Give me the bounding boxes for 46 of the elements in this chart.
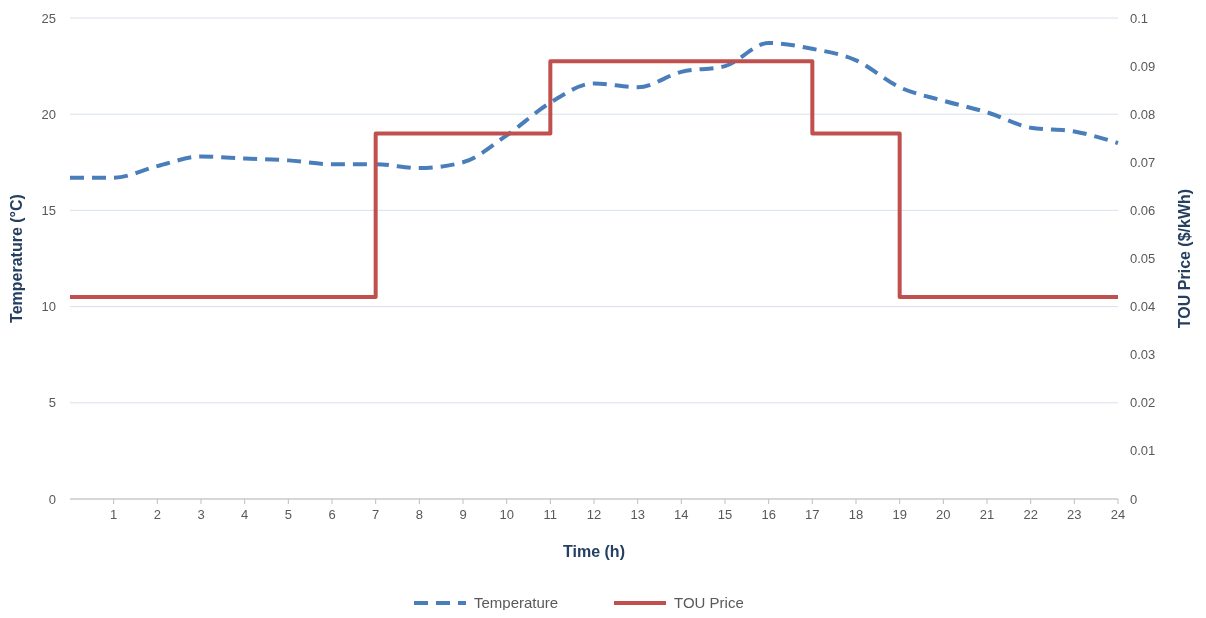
x-tick-label: 13 [630, 507, 645, 522]
legend-label: TOU Price [674, 594, 744, 611]
x-tick-label: 18 [848, 507, 864, 522]
y2-tick-label: 0 [1130, 491, 1138, 507]
x-tick-label: 15 [717, 507, 733, 522]
x-tick-label: 2 [153, 507, 161, 522]
y2-tick-label: 0.02 [1130, 395, 1156, 411]
x-tick-label: 3 [197, 507, 205, 522]
x-tick-label: 14 [674, 507, 689, 522]
y-tick-label: 5 [48, 395, 56, 411]
y2-tick-label: 0.08 [1130, 106, 1156, 122]
y-tick-label: 10 [41, 299, 56, 315]
x-axis-title: Time (h) [563, 543, 625, 560]
x-tick-label: 19 [892, 507, 907, 522]
y2-tick-label: 0.03 [1130, 347, 1156, 363]
x-tick-label: 22 [1023, 507, 1038, 522]
x-tick-label: 9 [459, 507, 467, 522]
x-tick-label: 1 [110, 507, 118, 522]
x-tick-label: 10 [499, 507, 514, 522]
x-tick-label: 4 [241, 507, 249, 522]
x-tick-label: 21 [979, 507, 995, 522]
x-tick-label: 23 [1067, 507, 1082, 522]
x-tick-label: 12 [586, 507, 602, 522]
y2-axis-title: TOU Price ($/kWh) [1176, 188, 1193, 329]
x-tick-label: 20 [936, 507, 951, 522]
x-tick-label: 16 [761, 507, 776, 522]
y2-tick-label: 0.1 [1130, 10, 1149, 26]
y-tick-label: 20 [41, 106, 56, 122]
y-tick-label: 25 [41, 10, 56, 26]
y-tick-label: 15 [41, 202, 56, 218]
x-tick-label: 11 [543, 507, 558, 522]
x-tick-label: 8 [415, 507, 423, 522]
y-tick-label: 0 [48, 491, 56, 507]
y2-tick-label: 0.07 [1130, 154, 1156, 170]
line-series [68, 41, 1120, 180]
y2-tick-label: 0.01 [1130, 443, 1156, 459]
y2-tick-label: 0.06 [1130, 202, 1156, 218]
y-axis-title: Temperature (°C) [8, 194, 25, 323]
x-tick-label: 6 [328, 507, 336, 522]
y2-tick-label: 0.09 [1130, 58, 1156, 74]
x-tick-label: 5 [284, 507, 292, 522]
y2-tick-label: 0.04 [1130, 299, 1156, 315]
x-tick-label: 7 [372, 507, 380, 522]
x-tick-label: 17 [805, 507, 820, 522]
y2-tick-label: 0.05 [1130, 251, 1156, 266]
x-tick-label: 24 [1110, 507, 1126, 522]
